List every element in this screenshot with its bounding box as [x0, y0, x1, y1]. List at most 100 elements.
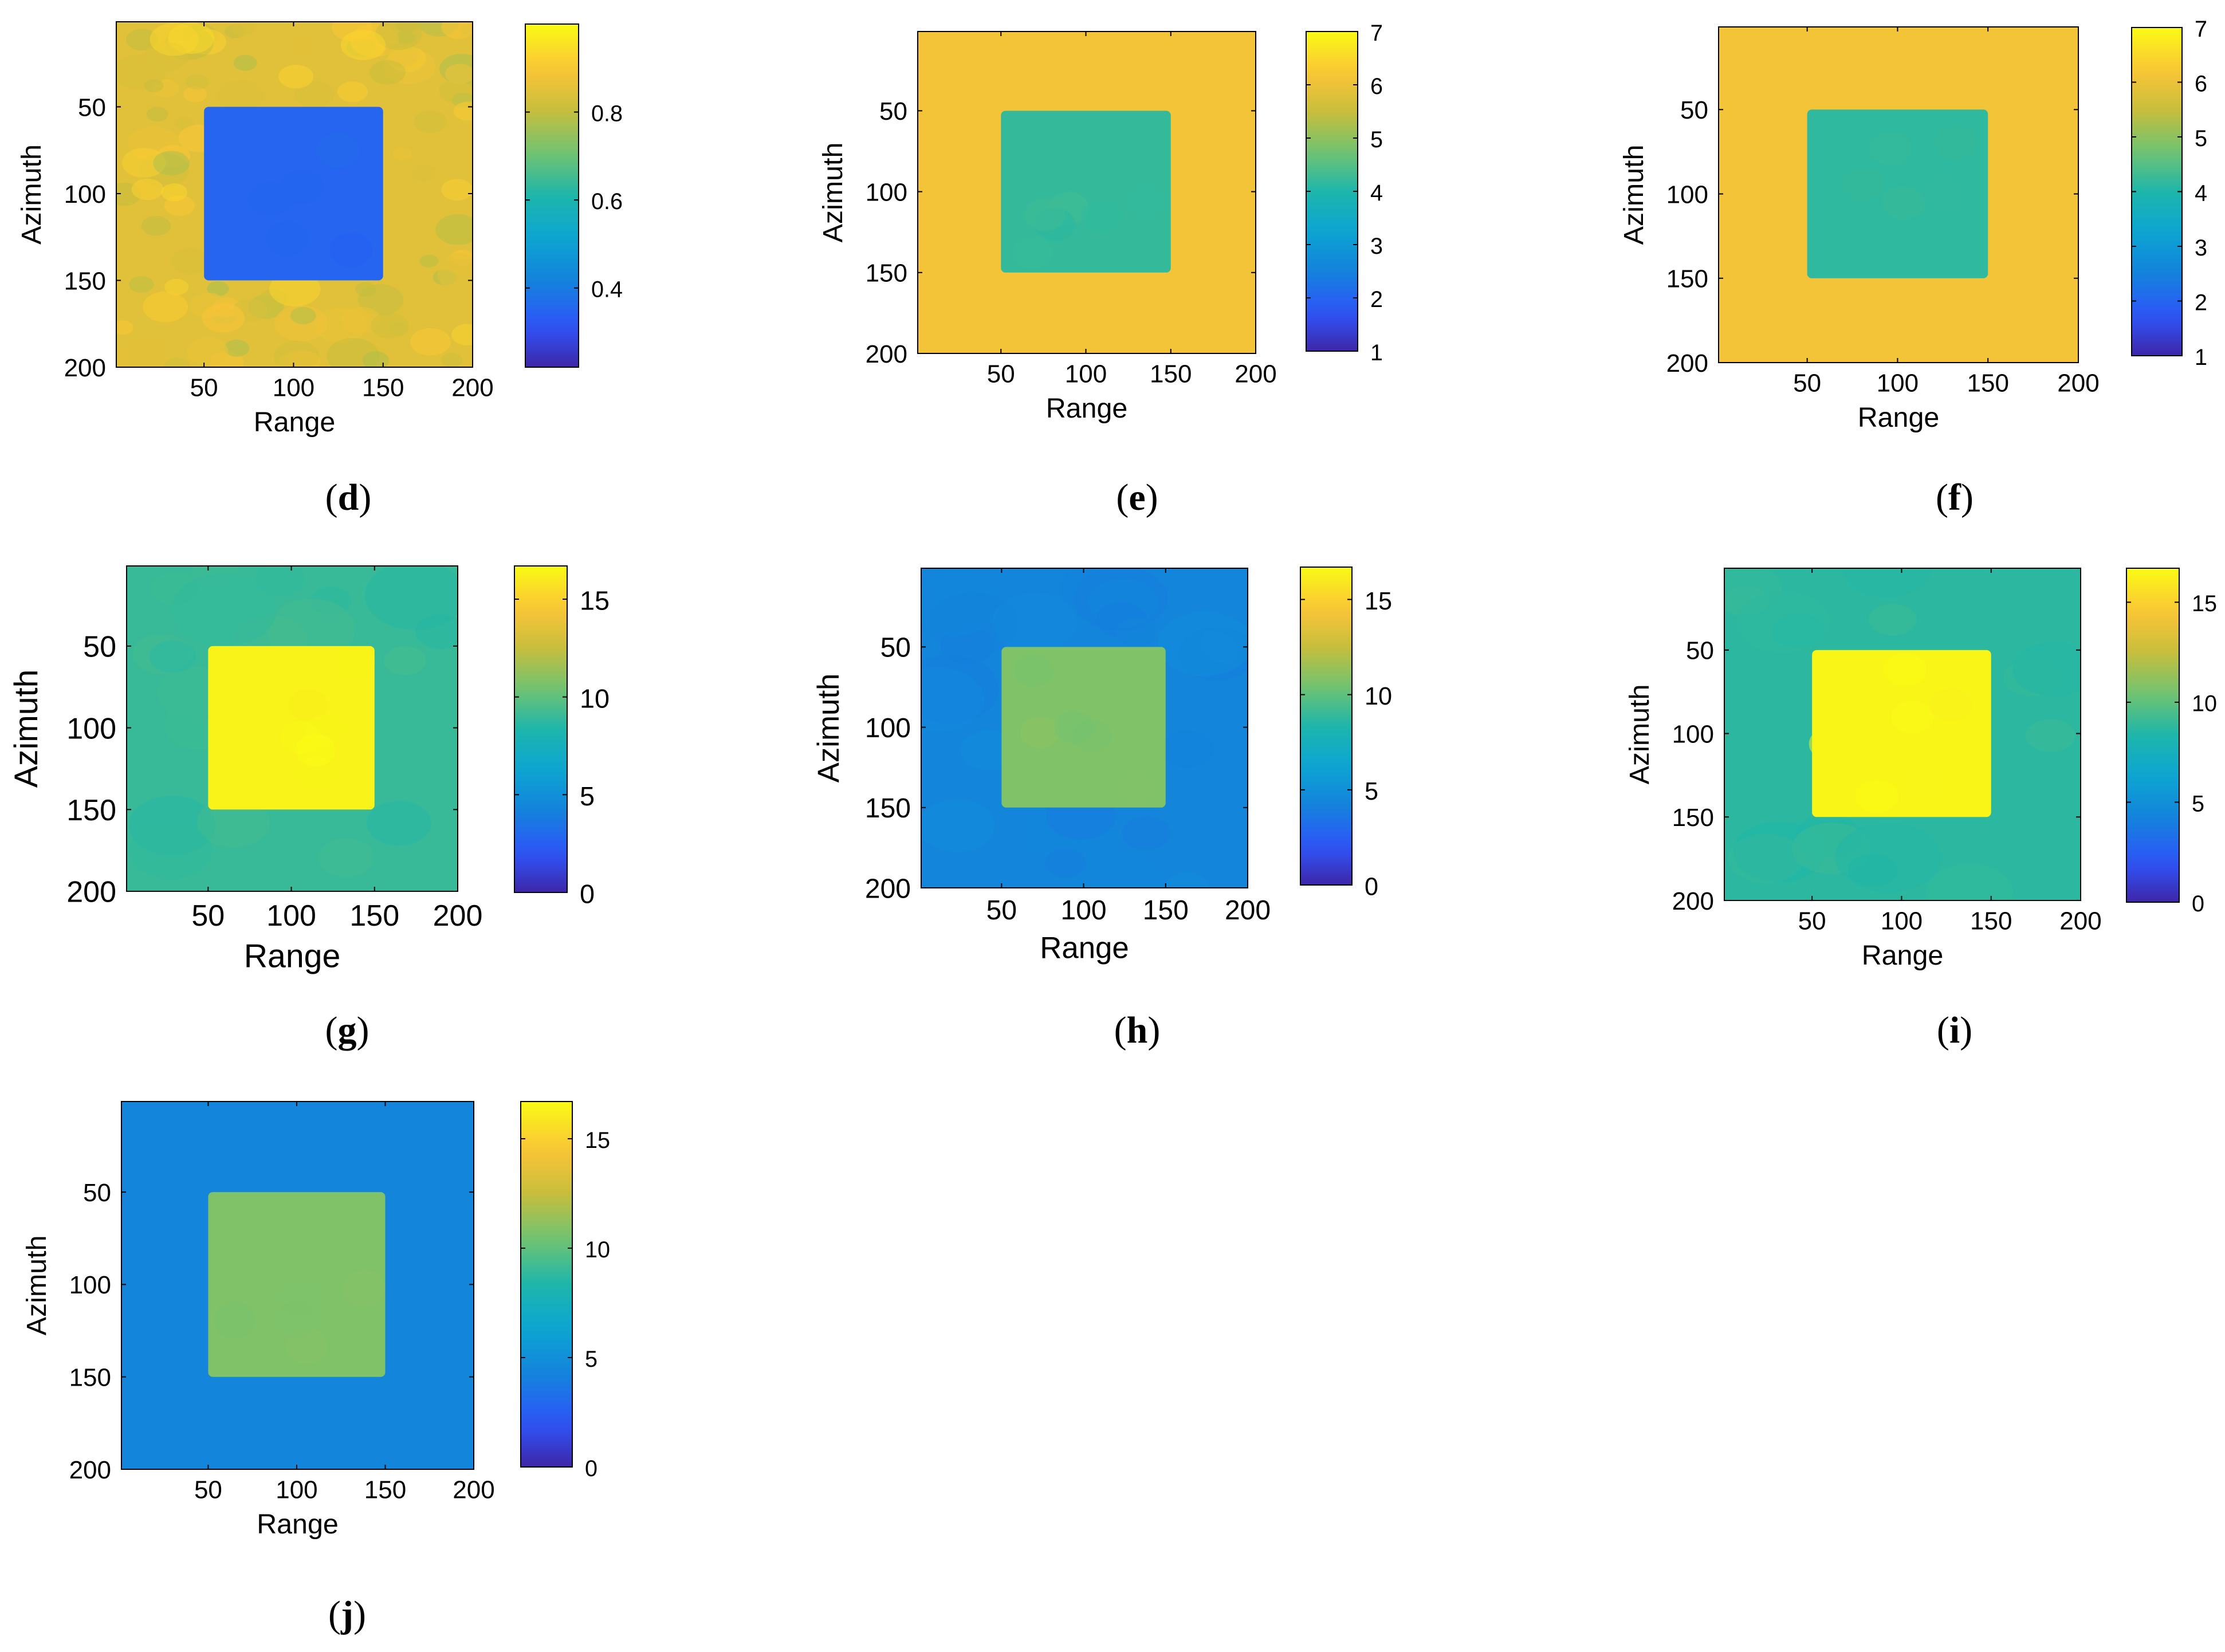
- texture-patch: [413, 110, 447, 133]
- x-tick-label: 50: [1793, 369, 1821, 398]
- caption-open-paren: (: [325, 477, 338, 518]
- texture-patch: [371, 312, 409, 339]
- square-texture-patch: [1881, 186, 1925, 220]
- square-texture-patch: [288, 689, 328, 722]
- texture-patch: [410, 328, 451, 356]
- x-tick-label: 100: [1881, 907, 1923, 935]
- y-tick-label: 100: [1666, 180, 1708, 209]
- x-tick-label: 200: [433, 899, 483, 933]
- colorbar-tick-label: 10: [580, 683, 610, 713]
- square-texture-patch: [248, 181, 292, 217]
- square-texture-patch: [1830, 235, 1874, 269]
- colorbar-tick-label: 6: [1370, 74, 1383, 99]
- panel-caption: (h): [1114, 1009, 1161, 1051]
- y-tick-label: 50: [83, 631, 116, 664]
- colorbar-tick-label: 0.8: [591, 101, 623, 126]
- y-axis-label: Azimuth: [8, 670, 45, 788]
- colorbar-tick-label: 15: [1365, 588, 1392, 615]
- texture-patch: [1728, 833, 1804, 883]
- texture-patch: [163, 357, 190, 367]
- y-tick-label: 150: [1666, 265, 1708, 293]
- colorbar: [514, 565, 568, 893]
- square-texture-patch: [1809, 727, 1852, 761]
- y-tick-label: 50: [880, 633, 911, 663]
- heatmap-area-g: [127, 566, 458, 891]
- panel-caption: (i): [1937, 1009, 1972, 1051]
- texture-patch: [185, 74, 209, 90]
- colorbar-tick-label: 1: [2195, 345, 2207, 370]
- texture-patch: [392, 147, 412, 160]
- axes-frame: [917, 31, 1256, 354]
- texture-patch: [144, 79, 164, 93]
- square-texture-patch: [329, 233, 373, 268]
- texture-patch: [119, 337, 170, 367]
- colorbar-tick-label: 15: [2192, 591, 2217, 616]
- x-axis-label: Range: [254, 407, 336, 438]
- y-tick-label: 200: [865, 874, 911, 904]
- texture-patch: [375, 22, 422, 50]
- colorbar-tick-label: 5: [585, 1347, 597, 1372]
- caption-letter: j: [340, 1594, 353, 1635]
- x-tick-label: 50: [987, 360, 1015, 388]
- axes-frame: [1718, 26, 2079, 363]
- texture-patch: [419, 254, 439, 268]
- colorbar-tick-label: 0.6: [591, 189, 623, 214]
- texture-patch: [992, 592, 1078, 651]
- texture-patch: [1121, 816, 1171, 851]
- y-tick-label: 100: [1672, 720, 1714, 748]
- x-tick-label: 100: [266, 899, 316, 933]
- square-texture-patch: [1842, 167, 1886, 202]
- caption-open-paren: (: [328, 1594, 341, 1635]
- texture-patch: [437, 259, 473, 291]
- colorbar-tick-label: 5: [580, 781, 595, 811]
- colorbar: [2126, 568, 2180, 903]
- colorbar-tick-label: 15: [585, 1128, 610, 1153]
- caption-close-paren: ): [1146, 477, 1158, 518]
- heatmap-area-i: [1724, 568, 2081, 900]
- panel-caption: (d): [325, 477, 372, 518]
- y-tick-label: 50: [83, 1179, 111, 1207]
- x-tick-label: 200: [451, 374, 493, 402]
- panel-e: 50 100 150 200 50 100 150 200 Range Azimuth 1 2 3 4 5 6…: [817, 21, 1383, 518]
- y-tick-label: 200: [1672, 887, 1714, 915]
- y-tick-label: 200: [1666, 349, 1708, 377]
- texture-patch: [289, 30, 324, 53]
- x-tick-label: 100: [1877, 369, 1919, 398]
- caption-close-paren: ): [359, 477, 371, 518]
- colorbar-tick-label: 0: [585, 1456, 597, 1481]
- x-tick-label: 150: [362, 374, 404, 402]
- square-texture-patch: [1935, 125, 1978, 160]
- x-tick-label: 150: [1150, 360, 1192, 388]
- square-texture-patch: [1020, 716, 1060, 749]
- caption-close-paren: ): [357, 1009, 369, 1051]
- caption-letter: d: [338, 477, 359, 518]
- panels-group: 50 100 150 20050100150200RangeAzimuth0.40.6…: [8, 17, 2217, 1635]
- colorbar-tick-label: 3: [1370, 234, 1383, 259]
- square-texture-patch: [1929, 688, 1973, 722]
- texture-patch: [362, 351, 390, 367]
- colorbar-tick-label: 0.4: [591, 277, 623, 302]
- texture-patch: [1058, 847, 1162, 888]
- y-axis-label: Azimuth: [1624, 685, 1655, 785]
- colorbar: [1300, 567, 1353, 886]
- colorbar-tick-label: 2: [1370, 287, 1383, 312]
- caption-letter: e: [1129, 477, 1145, 518]
- y-tick-label: 100: [69, 1271, 111, 1299]
- texture-patch: [1115, 617, 1157, 647]
- caption-close-paren: ): [1961, 477, 1974, 518]
- y-tick-label: 50: [78, 93, 106, 121]
- caption-close-paren: ): [1147, 1009, 1160, 1051]
- colorbar: [520, 1101, 573, 1468]
- y-tick-label: 150: [69, 1364, 111, 1392]
- texture-patch: [161, 183, 187, 202]
- square-texture-patch: [1125, 184, 1166, 217]
- caption-letter: h: [1127, 1009, 1148, 1051]
- texture-patch: [921, 571, 1001, 636]
- texture-patch: [141, 215, 171, 236]
- caption-open-paren: (: [1116, 477, 1129, 518]
- texture-patch: [460, 23, 473, 37]
- colorbar: [525, 23, 579, 368]
- square-texture-patch: [1012, 237, 1053, 269]
- texture-patch: [255, 566, 305, 596]
- texture-patch: [364, 566, 458, 630]
